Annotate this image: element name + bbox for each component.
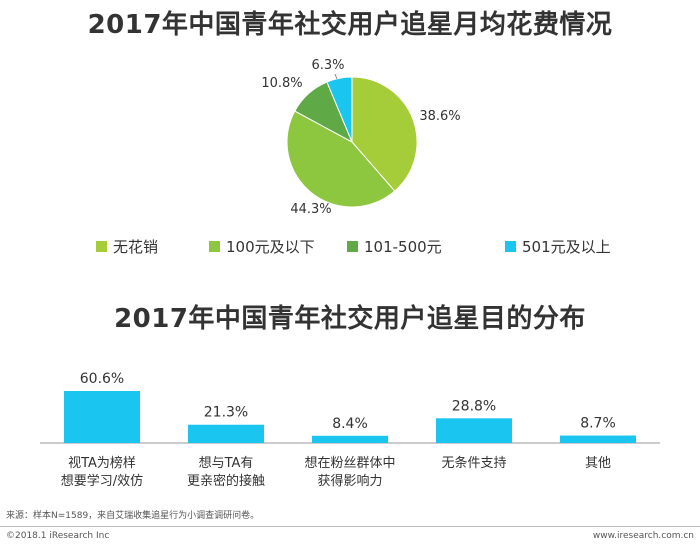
category-label: 想与TA有 — [199, 455, 254, 471]
category-label: 想要学习/效仿 — [61, 473, 143, 489]
bar — [64, 391, 140, 443]
category-label: 更亲密的接触 — [187, 473, 265, 489]
copyright-text: ©2018.1 iResearch Inc — [6, 531, 109, 541]
bar-value-label: 28.8% — [452, 398, 496, 414]
source-note: 来源：样本N=1589，来自艾瑞收集追星行为小调查调研问卷。 — [6, 508, 259, 521]
bar-value-label: 8.4% — [332, 416, 368, 432]
bar-value-label: 60.6% — [80, 371, 124, 387]
category-label: 其他 — [585, 456, 611, 471]
footer-divider — [0, 526, 700, 527]
bar — [436, 418, 512, 443]
website-text: www.iresearch.com.cn — [593, 531, 694, 541]
bar — [188, 425, 264, 443]
category-label: 获得影响力 — [317, 473, 382, 489]
bar-value-label: 21.3% — [204, 405, 248, 421]
bar — [312, 436, 388, 443]
bar — [560, 436, 636, 443]
category-label: 视TA为榜样 — [68, 455, 136, 471]
bar-value-label: 8.7% — [580, 416, 616, 432]
category-label: 想在粉丝群体中 — [304, 455, 395, 471]
category-label: 无条件支持 — [441, 455, 506, 471]
